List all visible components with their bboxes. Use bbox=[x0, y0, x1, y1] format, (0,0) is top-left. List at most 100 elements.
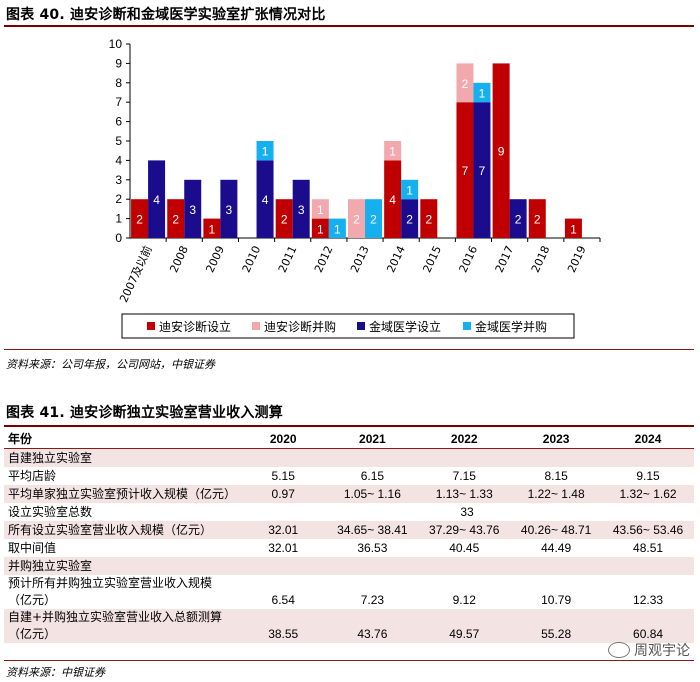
x-tick-label: 2011 bbox=[276, 244, 300, 275]
bar-value-label: 1 bbox=[317, 222, 324, 236]
row-label: 取中间值 bbox=[8, 541, 57, 555]
bar-dian bbox=[384, 160, 402, 238]
year-header: 2024 bbox=[602, 430, 694, 449]
bar-kingmed bbox=[365, 199, 382, 238]
table-row: 平均单家独立实验室预计收入规模（亿元） 0.97 1.05~ 1.16 1.13~ 1… bbox=[4, 485, 694, 503]
row-label: 自建独立实验室 bbox=[4, 448, 241, 467]
bar-value-label: 1 bbox=[406, 184, 413, 198]
bar-value-label: 7 bbox=[479, 164, 486, 178]
table-cell bbox=[240, 575, 326, 592]
watermark: 周观宇论 bbox=[608, 640, 690, 660]
table-cell: 37.29~ 43.76 bbox=[418, 521, 511, 539]
table-cell: 0.97 bbox=[240, 485, 327, 503]
table-row: 并购独立实验室 bbox=[4, 557, 694, 575]
table-cell: 6.15 bbox=[360, 469, 385, 483]
bar-value-label: 1 bbox=[262, 145, 269, 159]
table-cell: 34.65~ 38.41 bbox=[326, 521, 419, 539]
y-tick-label: 3 bbox=[115, 173, 122, 187]
table-row: 平均店龄 5.15 6.15 7.15 8.15 9.15 bbox=[4, 467, 694, 485]
y-tick-label: 9 bbox=[115, 56, 122, 70]
table-cell: 32.01 bbox=[240, 521, 327, 539]
title-rule bbox=[4, 25, 694, 27]
table-cell bbox=[510, 557, 603, 575]
table-cell: 7.23 bbox=[360, 593, 385, 607]
table-cell: 1.13~ 1.33 bbox=[418, 485, 511, 503]
bar-dian bbox=[311, 199, 329, 219]
bar-kingmed bbox=[473, 102, 491, 238]
watermark-text: 周观宇论 bbox=[634, 643, 690, 659]
table-cell bbox=[240, 448, 327, 467]
x-tick-label: 2017 bbox=[493, 244, 517, 275]
row-label: 预计所有并购独立实验室营业收入规模 bbox=[8, 576, 213, 590]
wechat-icon bbox=[608, 642, 630, 658]
legend-label: 金域医学并购 bbox=[475, 319, 547, 334]
row-label: （亿元） bbox=[8, 593, 57, 607]
bar-dian bbox=[492, 63, 510, 239]
bar-value-label: 2 bbox=[172, 213, 179, 227]
x-tick-label: 2018 bbox=[529, 244, 553, 275]
legend-swatch bbox=[463, 322, 471, 330]
bar-value-label: 1 bbox=[389, 145, 396, 159]
table-row: （亿元） 38.55 43.76 49.57 55.28 60.84 bbox=[4, 626, 694, 643]
bar-value-label: 3 bbox=[298, 203, 305, 217]
table-cell: 1.32~ 1.62 bbox=[602, 485, 694, 503]
row-label: 平均店龄 bbox=[8, 469, 57, 483]
x-tick-label: 2016 bbox=[457, 244, 481, 275]
table-cell bbox=[510, 609, 603, 626]
table-cell: 49.57 bbox=[418, 626, 511, 643]
y-tick-label: 1 bbox=[115, 212, 122, 226]
bar-value-label: 3 bbox=[189, 203, 196, 217]
table-cell: 43.56~ 53.46 bbox=[602, 521, 694, 539]
row-label: 并购独立实验室 bbox=[4, 557, 241, 575]
table-header: 年份 2020 2021 2022 2023 2024 bbox=[4, 430, 694, 449]
table-cell: 8.15 bbox=[544, 469, 568, 483]
table-cell: 6.54 bbox=[271, 593, 295, 607]
bar-dian bbox=[564, 218, 582, 238]
x-tick-label: 2008 bbox=[167, 244, 191, 275]
table-cell: 12.33 bbox=[633, 593, 664, 607]
table-cell: 38.55 bbox=[240, 626, 327, 643]
table-cell: 36.53 bbox=[357, 541, 388, 555]
legend-label: 迪安诊断并购 bbox=[264, 319, 336, 334]
bar-kingmed bbox=[148, 160, 166, 238]
table-cell: 9.15 bbox=[636, 469, 660, 483]
bar-kingmed bbox=[256, 160, 274, 238]
bar-value-label: 1 bbox=[479, 87, 486, 101]
bar-kingmed bbox=[473, 82, 491, 103]
bar-kingmed bbox=[509, 199, 527, 238]
row-label: 所有设立实验室营业收入规模（亿元） bbox=[4, 521, 241, 539]
table-cell: 48.51 bbox=[633, 541, 664, 555]
table-cell bbox=[418, 448, 511, 467]
table-row: 自建+并购独立实验室营业收入总额测算 bbox=[4, 609, 694, 626]
row-label: （亿元） bbox=[4, 626, 241, 643]
legend-box bbox=[121, 313, 575, 339]
row-label: 平均单家独立实验室预计收入规模（亿元） bbox=[4, 485, 241, 503]
bar-value-label: 2 bbox=[462, 77, 469, 91]
y-tick-label: 7 bbox=[115, 95, 122, 109]
bar-dian bbox=[456, 63, 474, 103]
bar-value-label: 4 bbox=[153, 193, 160, 207]
x-tick-label: 2007及以前 bbox=[116, 243, 154, 304]
table-cell bbox=[602, 575, 694, 592]
source-rule bbox=[4, 660, 694, 661]
table-cell bbox=[326, 609, 419, 626]
revenue-estimate-table: 年份 2020 2021 2022 2023 2024 自建独立实验室 平均店龄 5.15 6.1… bbox=[4, 430, 694, 643]
year-header: 2022 bbox=[418, 430, 511, 449]
bar-dian bbox=[311, 218, 329, 238]
legend-label: 迪安诊断设立 bbox=[159, 319, 231, 334]
bar-value-label: 9 bbox=[498, 145, 505, 159]
table-row: 取中间值 32.01 36.53 40.45 44.49 48.51 bbox=[4, 539, 694, 557]
legend-label: 金域医学设立 bbox=[369, 319, 441, 334]
table-cell bbox=[510, 448, 603, 467]
y-tick-label: 0 bbox=[115, 231, 122, 245]
bar-dian bbox=[348, 199, 365, 238]
source-rule bbox=[4, 349, 694, 350]
table-cell: 1.05~ 1.16 bbox=[326, 485, 419, 503]
table-cell bbox=[326, 575, 418, 592]
bar-value-label: 1 bbox=[209, 222, 216, 236]
bar-value-label: 4 bbox=[262, 193, 269, 207]
y-tick-label: 6 bbox=[115, 115, 122, 129]
legend-swatch bbox=[252, 322, 260, 330]
bar-kingmed bbox=[220, 179, 238, 238]
table-cell bbox=[418, 575, 510, 592]
